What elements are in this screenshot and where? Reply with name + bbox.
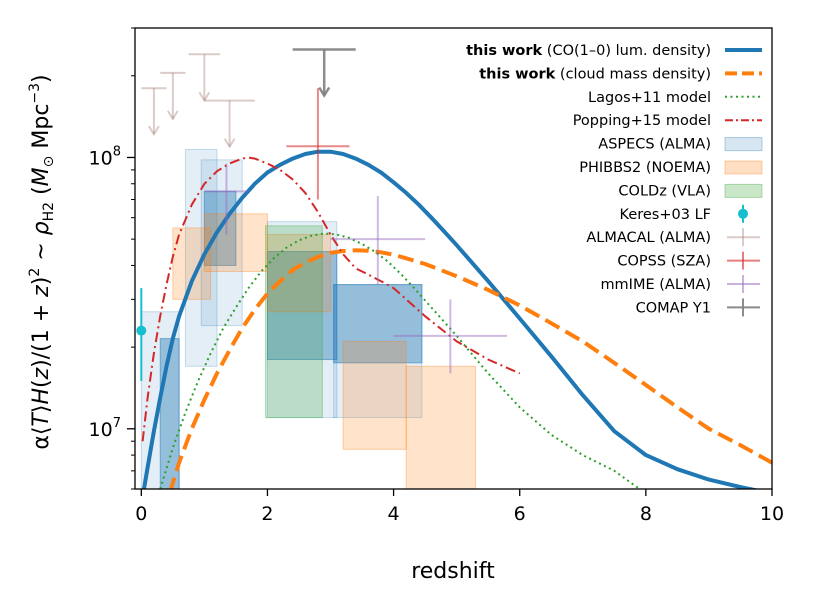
x-axis: 0 2 4 6 8 10 [135,489,784,525]
legend: this work (CO(1–0) lum. density) this wor… [466,43,763,317]
y-axis-label: α⟨T⟩H(z)/(1 + z)2 ~ ρH2 (M⊙ Mpc−3) [27,74,57,449]
y-axis: 107 108 [89,27,135,490]
legend-label-4: ASPECS (ALMA) [598,137,711,153]
legend-handle-6 [724,183,763,198]
survey-box [333,284,423,419]
survey-box [405,365,477,489]
series-line-3 [141,156,521,442]
series-line-0 [141,149,760,489]
almacal-limit-arrowhead [166,110,179,121]
survey-box [342,340,407,450]
series-line-1 [168,248,772,489]
legend-handle-5 [724,160,763,175]
x-tick-label: 2 [261,503,273,525]
comap-limit-arrowhead [318,86,331,98]
survey-boxes [140,148,477,489]
y-tick-label: 107 [89,416,121,441]
survey-box [266,251,338,361]
x-tick-label: 6 [514,503,526,525]
x-tick-label: 0 [135,503,147,525]
y-tick-label: 108 [89,144,121,169]
legend-label-6: COLDz (VLA) [618,183,711,199]
almacal-limit-arrowhead [198,91,211,103]
measurement-points [136,48,508,382]
almacal-limit-arrowhead [148,125,160,137]
legend-handle-7 [738,208,748,219]
survey-box [333,284,423,364]
x-tick-label: 4 [388,503,400,525]
x-tick-label: 10 [760,503,784,525]
legend-label-9: COPSS (SZA) [617,254,711,270]
x-axis-label: redshift [411,559,495,584]
almacal-limit-arrowhead [223,138,236,149]
survey-box [200,159,243,327]
plot-frame [134,27,773,490]
survey-box [266,221,338,419]
legend-handle-4 [724,137,763,152]
legend-label-1: this work (cloud mass density) [479,66,711,82]
model-curves [141,149,772,489]
survey-box [203,213,268,272]
survey-box [265,225,323,419]
survey-box [172,227,212,300]
legend-label-11: COMAP Y1 [636,300,711,316]
legend-label-3: Popping+15 model [573,113,711,129]
legend-label-0: this work (CO(1–0) lum. density) [466,43,711,59]
legend-label-2: Lagos+11 model [588,90,711,106]
keres-point [136,325,147,336]
legend-label-7: Keres+03 LF [620,207,711,223]
legend-label-10: mmIME (ALMA) [600,277,711,293]
x-tick-label: 8 [640,503,652,525]
legend-label-5: PHIBBS2 (NOEMA) [579,160,711,176]
legend-label-8: ALMACAL (ALMA) [586,230,711,246]
survey-box [266,234,332,313]
